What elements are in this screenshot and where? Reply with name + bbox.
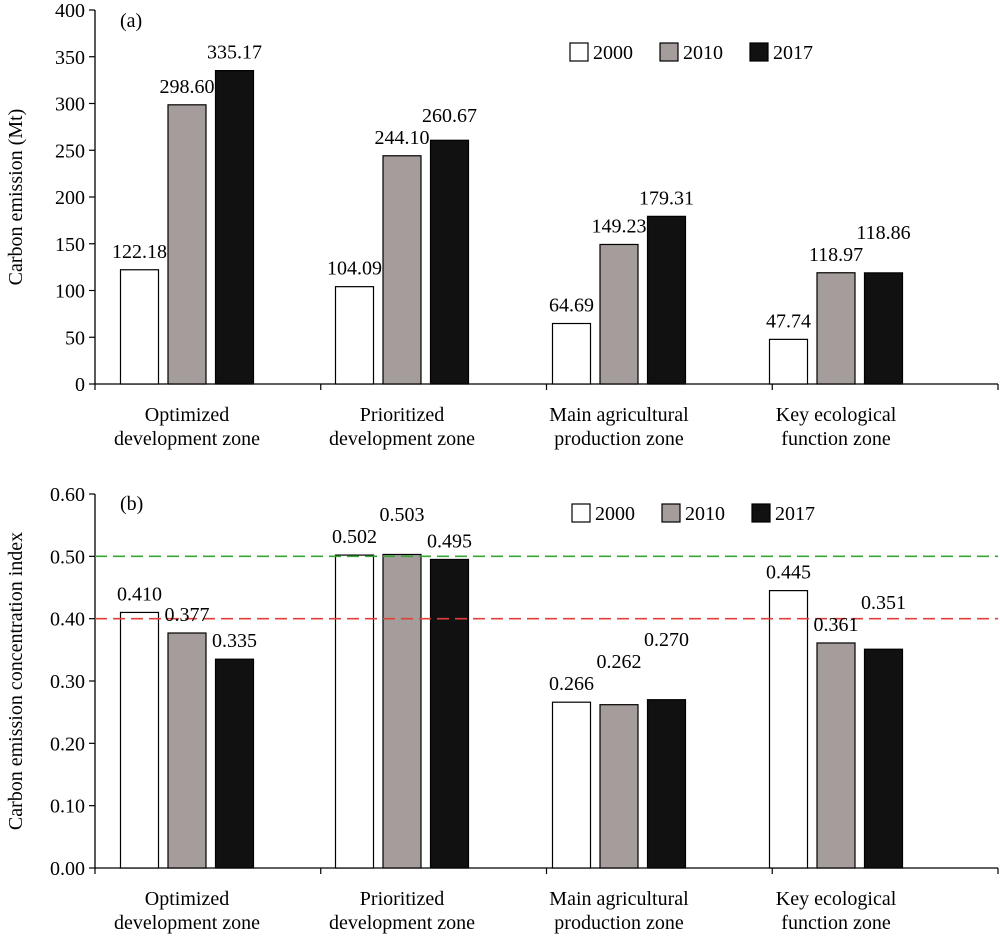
bar-2017-4: [863, 272, 904, 385]
bar-2000-4: [768, 590, 809, 869]
legend: 2000 2010 2017: [569, 42, 813, 64]
category-label-2: Prioritized development zone: [329, 888, 475, 934]
y-tick-label: 0.00: [50, 858, 85, 880]
y-tick-label: 100: [55, 281, 85, 303]
value-label-2000-2: 0.502: [332, 526, 377, 548]
y-tick-label: 0.30: [50, 671, 85, 693]
bar-2010-2: [382, 155, 422, 385]
value-label-2000-3: 0.266: [549, 673, 594, 695]
value-label-2017-1: 0.335: [212, 630, 257, 652]
legend-label-2010: 2010: [685, 503, 725, 525]
category-label-2: Prioritized development zone: [329, 404, 475, 450]
y-tick-label: 0.10: [50, 796, 85, 818]
bar-2000-2: [334, 554, 375, 869]
value-label-2017-4: 0.351: [861, 592, 906, 614]
value-label-2000-4: 47.74: [766, 310, 811, 332]
bar-2000-1: [119, 611, 160, 869]
chart-panel-b: 0.00 0.10 0.20 0.30 0.40 0.50 0.60 Carbon emiss…: [5, 484, 999, 934]
bar-2000-3: [551, 701, 592, 869]
value-label-2017-3: 0.270: [644, 629, 689, 651]
value-label-2010-1: 298.60: [160, 76, 215, 98]
category-label-1: Optimized development zone: [114, 888, 260, 934]
bar-2017-1: [214, 70, 255, 385]
legend-swatch-2000: [569, 42, 589, 62]
value-label-2000-1: 122.18: [112, 241, 167, 263]
value-label-2010-1: 0.377: [165, 604, 210, 626]
value-label-2017-3: 179.31: [639, 187, 694, 209]
category-label-4: Key ecological function zone: [776, 888, 897, 934]
category-label-3: Main agricultural production zone: [549, 888, 689, 934]
y-tick-label: 400: [55, 0, 85, 22]
value-label-2010-2: 0.503: [380, 504, 425, 526]
y-tick-label: 0: [75, 374, 85, 396]
value-label-2000-1: 0.410: [117, 583, 162, 605]
bar-2017-3: [646, 699, 687, 869]
y-axis-title: Carbon emission (Mt): [5, 109, 27, 286]
chart-panel-a: 0 50 100 150 200 250 300 350 400 Carbon emission …: [5, 0, 999, 450]
y-tick-label: 200: [55, 187, 85, 209]
value-label-2000-3: 64.69: [549, 295, 594, 317]
y-tick-label: 0.60: [50, 484, 85, 506]
bar-2017-2: [429, 558, 470, 869]
legend-label-2010: 2010: [683, 42, 723, 64]
value-label-2000-4: 0.445: [766, 562, 811, 584]
legend-swatch-2010: [659, 42, 679, 62]
bar-2017-4: [863, 648, 904, 869]
bar-2010-1: [167, 104, 207, 385]
legend: 2000 2010 2017: [571, 503, 815, 525]
value-label-2010-4: 0.361: [814, 614, 859, 636]
panel-label: (b): [120, 493, 143, 515]
value-label-2017-2: 260.67: [422, 105, 477, 127]
bar-2010-3: [599, 243, 639, 385]
bar-2010-4: [816, 272, 856, 385]
bar-2010-1: [167, 632, 207, 869]
legend-swatch-2000: [571, 503, 591, 523]
bar-2010-4: [816, 642, 856, 869]
value-label-2010-2: 244.10: [375, 127, 430, 149]
bar-2017-1: [214, 658, 255, 869]
category-label-4: Key ecological function zone: [776, 404, 897, 450]
category-label-1: Optimized development zone: [114, 404, 260, 450]
value-label-2017-2: 0.495: [427, 530, 472, 552]
y-tick-label: 0.40: [50, 609, 85, 631]
bar-2017-3: [646, 215, 687, 385]
bar-2010-2: [382, 553, 422, 869]
value-label-2010-4: 118.97: [809, 244, 863, 266]
bar-2000-1: [119, 269, 160, 385]
value-label-2010-3: 149.23: [592, 215, 647, 237]
legend-swatch-2010: [661, 503, 681, 523]
bar-2000-3: [551, 322, 592, 385]
value-label-2017-4: 118.86: [856, 222, 910, 244]
bar-2017-2: [429, 139, 470, 385]
value-label-2010-3: 0.262: [597, 651, 642, 673]
bar-2000-2: [334, 286, 375, 385]
y-tick-label: 350: [55, 47, 85, 69]
legend-label-2000: 2000: [595, 503, 635, 525]
category-label-3: Main agricultural production zone: [549, 404, 689, 450]
legend-swatch-2017: [749, 42, 769, 62]
y-tick-label: 50: [65, 327, 85, 349]
y-tick-label: 150: [55, 234, 85, 256]
y-tick-label: 300: [55, 94, 85, 116]
y-tick-label: 0.20: [50, 733, 85, 755]
bar-2000-4: [768, 338, 809, 385]
y-tick-label: 0.50: [50, 546, 85, 568]
bar-2010-3: [599, 704, 639, 869]
legend-swatch-2017: [751, 503, 771, 523]
value-label-2000-2: 104.09: [327, 258, 382, 280]
legend-label-2017: 2017: [775, 503, 815, 525]
legend-label-2000: 2000: [593, 42, 633, 64]
value-label-2017-1: 335.17: [207, 42, 262, 64]
y-axis-title: Carbon emission concentration index: [5, 532, 27, 830]
y-tick-label: 250: [55, 140, 85, 162]
legend-label-2017: 2017: [773, 42, 813, 64]
panel-label: (a): [120, 10, 142, 32]
